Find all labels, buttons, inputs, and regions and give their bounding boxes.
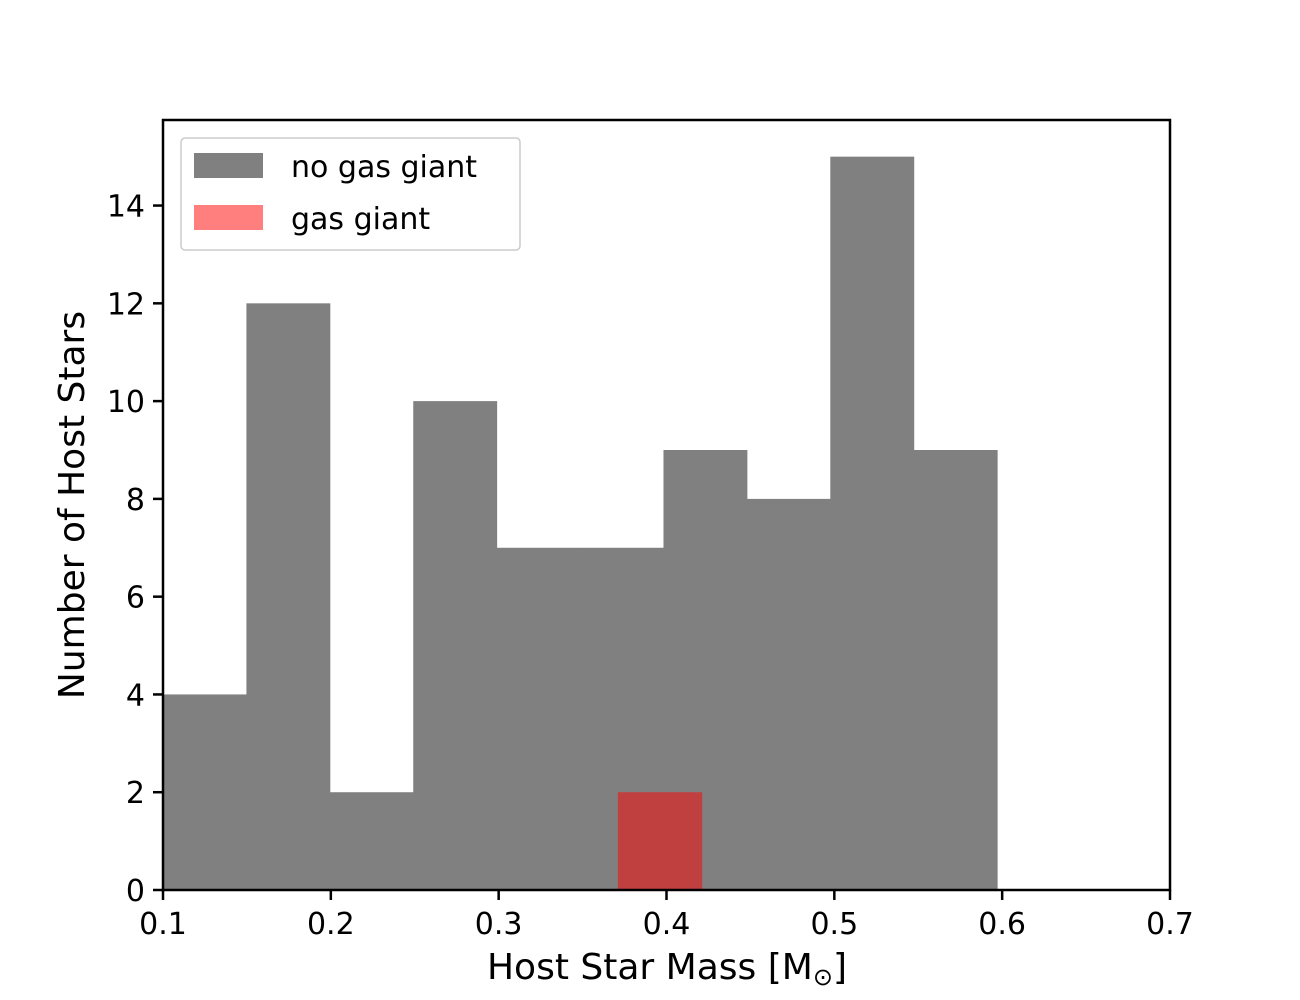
x-tick-label-3: 0.4 bbox=[643, 907, 691, 942]
legend-swatch-no-gas-giant bbox=[194, 153, 263, 178]
x-tick-label-0: 0.1 bbox=[139, 907, 187, 942]
bar-series-0-bin-7 bbox=[746, 498, 831, 890]
bar-series-1-bin-0 bbox=[617, 792, 703, 890]
y-tick-label-5: 10 bbox=[107, 385, 145, 420]
bar-series-0-bin-9 bbox=[913, 450, 998, 890]
legend: no gas giant gas giant bbox=[180, 137, 521, 251]
legend-swatch-gas-giant bbox=[194, 205, 263, 230]
y-tick-label-4: 8 bbox=[126, 483, 145, 518]
bar-series-0-bin-8 bbox=[830, 156, 915, 890]
x-axis-label-suffix: ] bbox=[833, 947, 847, 988]
y-tick-label-6: 12 bbox=[107, 287, 145, 322]
bar-series-0-bin-3 bbox=[413, 401, 498, 890]
y-tick-label-7: 14 bbox=[107, 190, 145, 225]
legend-label-no-gas-giant: no gas giant bbox=[291, 150, 477, 185]
bar-series-0-bin-4 bbox=[496, 547, 581, 890]
legend-label-gas-giant: gas giant bbox=[291, 202, 430, 237]
y-tick-label-1: 2 bbox=[126, 776, 145, 811]
y-tick-label-0: 0 bbox=[126, 874, 145, 909]
bar-series-0-bin-2 bbox=[329, 792, 414, 890]
bar-series-0-bin-1 bbox=[246, 303, 331, 890]
x-axis-label-subscript: ⊙ bbox=[813, 963, 833, 991]
x-tick-label-1: 0.2 bbox=[307, 907, 355, 942]
y-tick-label-2: 4 bbox=[126, 678, 145, 713]
x-axis-label: Host Star Mass [M⊙] bbox=[487, 947, 847, 991]
x-tick-label-2: 0.3 bbox=[475, 907, 523, 942]
x-axis: 0.1 0.2 0.3 0.4 0.5 0.6 0.7 bbox=[139, 890, 1194, 942]
legend-frame bbox=[180, 137, 521, 251]
x-tick-label-5: 0.6 bbox=[978, 907, 1026, 942]
bar-series-0-bin-0 bbox=[163, 694, 247, 890]
y-axis: 0 2 4 6 8 10 12 14 bbox=[107, 190, 163, 909]
bars-layer bbox=[163, 156, 998, 890]
y-tick-label-3: 6 bbox=[126, 581, 145, 616]
x-tick-label-6: 0.7 bbox=[1146, 907, 1194, 942]
y-axis-label: Number of Host Stars bbox=[52, 311, 93, 699]
x-tick-label-4: 0.5 bbox=[810, 907, 858, 942]
